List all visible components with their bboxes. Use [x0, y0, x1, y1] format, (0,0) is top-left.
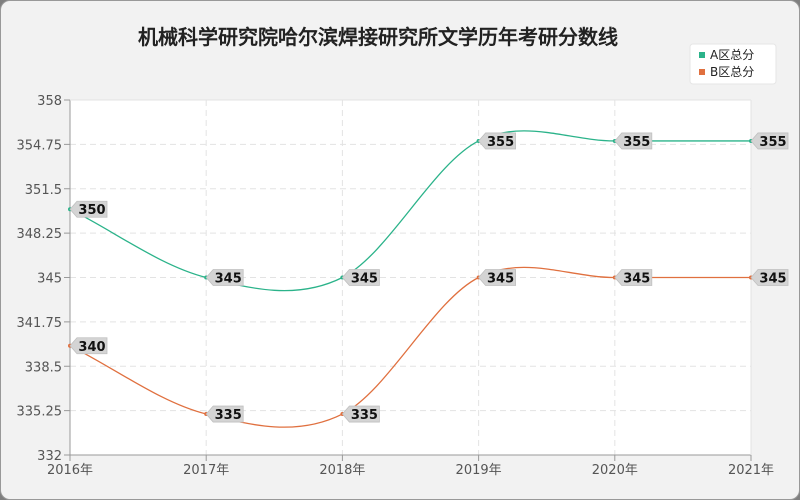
data-label: 355 — [623, 135, 650, 150]
chart-title: 机械科学研究院哈尔滨焊接研究所文学历年考研分数线 — [138, 25, 618, 49]
y-tick-label: 338.5 — [25, 360, 62, 375]
legend-swatch — [699, 52, 705, 58]
x-tick-label: 2021年 — [728, 463, 774, 478]
x-tick-label: 2016年 — [47, 463, 93, 478]
axis-layer: 332 335.25 338.5 341.75 345 348.25 351.5 354.75… — [17, 94, 775, 478]
y-tick-label: 341.75 — [17, 316, 63, 331]
data-label: 340 — [78, 340, 105, 355]
x-tick-label: 2018年 — [319, 463, 365, 478]
y-tick-label: 354.75 — [17, 138, 63, 153]
y-tick-label: 351.5 — [25, 183, 62, 198]
data-label-bg — [341, 405, 380, 423]
data-label-bg — [205, 269, 244, 286]
x-tick-label: 2017年 — [183, 463, 229, 478]
legend-item-label: A区总分 — [710, 48, 754, 62]
data-label-bg — [614, 132, 653, 150]
data-label: 355 — [487, 135, 514, 150]
legend[interactable]: A区总分 B区总分 — [689, 43, 777, 85]
y-tick-label: 332 — [37, 449, 62, 464]
data-label: 350 — [78, 203, 105, 218]
data-label: 345 — [215, 272, 242, 287]
y-tick-label: 358 — [37, 94, 62, 109]
data-label: 345 — [487, 272, 514, 287]
label-layer: 350 345 345 355 355 355 340 335 335 345 345 345 — [69, 132, 789, 423]
data-label-bg — [614, 269, 653, 286]
data-label: 335 — [351, 408, 378, 423]
data-label-bg — [69, 337, 108, 355]
y-tick-label: 335.25 — [17, 405, 63, 420]
legend-swatch — [699, 69, 705, 75]
data-label: 345 — [351, 272, 378, 287]
legend-box — [689, 43, 777, 85]
data-label: 355 — [759, 135, 786, 150]
data-label-bg — [205, 405, 244, 423]
y-tick-label: 348.25 — [17, 227, 63, 242]
data-label-bg — [478, 269, 516, 286]
y-tick-label: 345 — [37, 272, 62, 287]
data-label-bg — [69, 200, 108, 218]
grid-layer — [70, 100, 751, 455]
data-label-bg — [478, 132, 516, 150]
x-tick-label: 2019年 — [456, 463, 502, 478]
x-tick-label: 2020年 — [592, 463, 638, 478]
data-label-bg — [750, 269, 789, 286]
data-label: 345 — [623, 272, 650, 287]
data-label: 345 — [759, 272, 786, 287]
data-label: 335 — [215, 408, 242, 423]
data-label-bg — [750, 132, 789, 150]
legend-item-label: B区总分 — [710, 65, 754, 79]
data-label-bg — [341, 269, 380, 286]
